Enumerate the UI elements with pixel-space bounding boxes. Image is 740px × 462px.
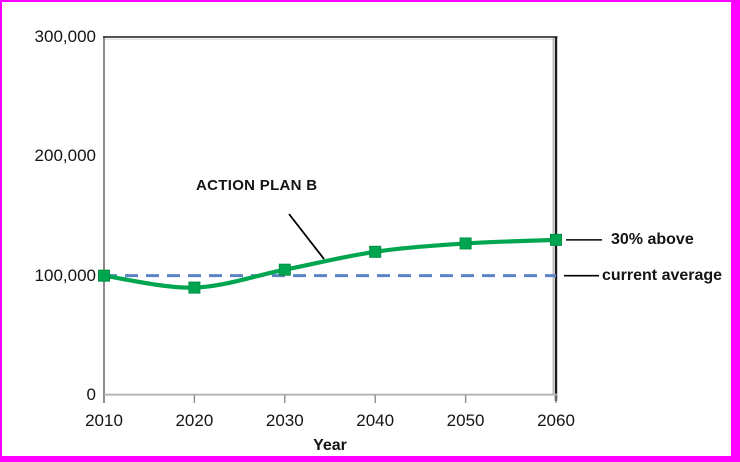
x-axis-tick-label: 2060 xyxy=(537,411,575,430)
callout-30-percent-above: 30% above xyxy=(611,231,694,248)
x-axis-tick-label: 2040 xyxy=(356,411,395,430)
data-point-marker xyxy=(188,281,201,294)
data-point-marker xyxy=(278,263,291,276)
x-axis-title: Year xyxy=(313,437,347,454)
series-annotation-action-plan-b: ACTION PLAN B xyxy=(196,177,318,194)
series-line-action-plan-b xyxy=(98,233,562,294)
y-axis-tick-label: 300,000 xyxy=(34,27,96,46)
data-point-marker xyxy=(550,233,562,246)
x-axis-tick-label: 2030 xyxy=(265,411,304,430)
x-axis-tick-label: 2020 xyxy=(175,411,214,430)
callout-current-average: current average xyxy=(602,267,723,284)
data-point-marker xyxy=(369,245,382,258)
plot-frame xyxy=(103,36,558,403)
x-axis-tick-label: 2050 xyxy=(446,411,485,430)
data-point-marker xyxy=(459,237,472,250)
y-axis-tick-label: 100,000 xyxy=(34,265,96,285)
y-axis-tick-label: 200,000 xyxy=(34,146,96,166)
data-point-marker xyxy=(98,269,110,282)
y-axis-tick-label: 0 xyxy=(86,385,96,404)
annotation-leader-lines xyxy=(288,213,602,277)
x-axis-tick-label: 2010 xyxy=(85,411,123,430)
